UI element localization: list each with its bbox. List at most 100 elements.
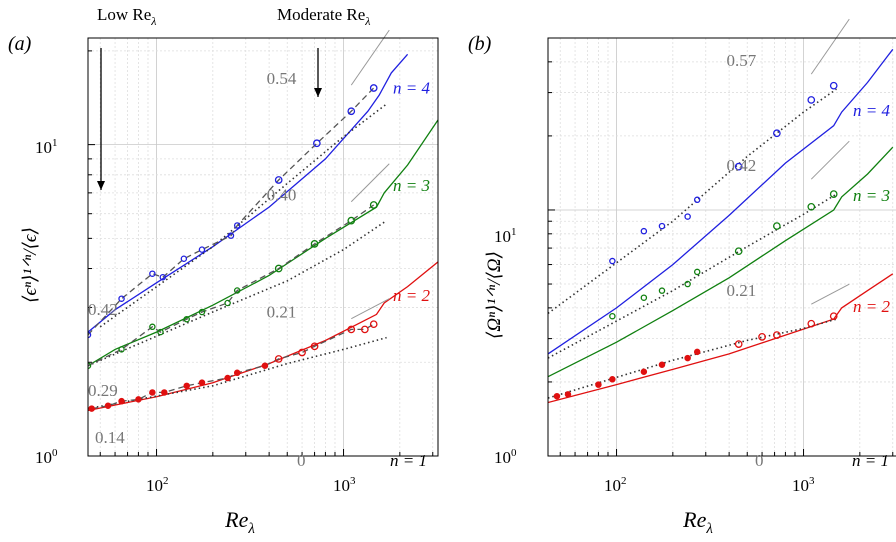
panel-b-series-n3-fit-label: 0.42 <box>727 156 757 175</box>
header-moderate: Moderate Reλ <box>277 5 370 28</box>
panel-b-series-n4-point <box>829 81 838 90</box>
panel-a-ytick-10: 101 <box>35 137 58 157</box>
panel-a-series-n4-point <box>118 295 125 302</box>
panel-a-series-n2-point <box>135 396 142 403</box>
panel-b-series-n4-fit-label: 0.57 <box>727 51 757 70</box>
panel-b-series-n4-point <box>640 227 648 235</box>
panel-a-series-n3-point <box>118 346 125 353</box>
panel-b-series-n3-point <box>640 294 648 301</box>
panel-a-series-n2-label: n = 2 <box>393 286 430 305</box>
panel-b-series-n4-point <box>807 96 816 104</box>
panel-a-ytick-1: 100 <box>35 447 58 467</box>
panel-b-series-n2-point <box>734 340 743 348</box>
panel-a-series-n3-fit <box>88 219 388 367</box>
panel-b: (b) 0.57n = 40.42n = 30.21n = 2 100 101 … <box>468 18 896 537</box>
panel-b-series-n3-point <box>693 268 701 276</box>
panel-b-series-n2-point <box>564 391 572 398</box>
panel-a-grid <box>88 38 438 457</box>
panel-b-label: (b) <box>468 33 492 55</box>
panel-b-xtick-1000: 103 <box>792 475 815 495</box>
panel-a-xtick-100: 102 <box>146 475 169 495</box>
panel-a-series-n4-fit-label: 0.54 <box>267 69 297 88</box>
panel-a-series-n2-fit-label: 0.21 <box>267 303 297 322</box>
panel-a-series-n2-point <box>118 397 125 405</box>
panel-b-n1-label: n = 1 <box>852 451 889 470</box>
panel-b-plot-area <box>548 48 894 404</box>
panel-b-series-n3-point <box>658 287 666 294</box>
panel-a-series-n4-point <box>369 84 378 92</box>
panel-b-series-n3-label: n = 3 <box>853 186 890 205</box>
panel-a-frame <box>87 37 439 457</box>
panel-a-fit-label-029: 0.29 <box>88 381 118 400</box>
panel-a-series-n3-point <box>198 308 206 316</box>
panel-a-series-n3-point <box>183 315 190 323</box>
panel-b-series-n2-point <box>609 376 616 383</box>
panel-a-series-n4-slope-ref <box>350 29 390 86</box>
panel-a-series-n3-point <box>310 240 319 248</box>
panel-b-series-n2-point <box>773 331 781 339</box>
panel-a-label: (a) <box>8 33 32 55</box>
panel-a-series-n2-point <box>360 325 369 334</box>
panel-a-arrowhead-low <box>97 181 105 190</box>
panel-a-series-n3-slope-ref <box>350 163 390 203</box>
panel-a-series-n4-label: n = 4 <box>393 78 430 97</box>
panel-a-series-n3-fit-label: 0.40 <box>267 186 297 205</box>
panel-b-series-n2-point <box>807 319 816 328</box>
panel-b-series-n4-label: n = 4 <box>853 101 890 120</box>
panel-a-series-n2-point <box>161 389 168 396</box>
panel-b-series-n2-line <box>548 273 894 404</box>
panel-a-series-n4-point <box>227 232 235 239</box>
panel-b-xtick-100: 102 <box>604 475 627 495</box>
panel-b-series-n4-line <box>548 48 894 355</box>
panel-a-series-n3-point <box>369 201 378 209</box>
panel-a-series-n4-point <box>274 176 283 184</box>
panel-a-series-n4-point <box>313 139 321 148</box>
panel-b-series-n2-point <box>684 354 691 362</box>
panel-a-series-n2-point <box>274 355 283 363</box>
panel-a-series-n4-point <box>347 107 356 116</box>
panel-a-xtick-1000: 103 <box>333 475 356 495</box>
panel-b-curves: 0.57 n = 4 0.42 n = 3 0.21 n = 2 <box>548 18 894 404</box>
panel-b-series-n3-fit <box>548 193 837 359</box>
panel-b-series-n3-line <box>548 146 894 378</box>
panel-b-series-n2-point <box>758 332 766 341</box>
panel-a-series-n2-point <box>298 348 306 357</box>
panel-a-series-n2-point <box>261 362 269 369</box>
panel-b-series-n4-point <box>773 129 781 138</box>
panel-b-series-n3-point <box>829 190 838 198</box>
panel-b-series-n4-point <box>609 257 616 265</box>
panel-a-curves: 0.54 n = 4 0.40 n = 3 0.21 n = 2 <box>88 29 438 412</box>
panel-a-series-n2-point <box>369 320 378 329</box>
panel-a-series-n3-label: n = 3 <box>393 176 430 195</box>
panel-a-series-n2-point <box>88 405 95 412</box>
panel-b-series-n2-point <box>658 361 666 368</box>
panel-a-series-n2-point <box>347 325 356 334</box>
panel-a-series-n4-point <box>149 270 156 277</box>
panel-a-series-n4-dashed <box>88 87 375 336</box>
panel-a-zero-label: 0 <box>297 451 306 470</box>
panel-b-series-n3-slope-ref <box>810 140 850 180</box>
panel-a-ylabel: ⟨ϵⁿ⟩¹ᐟⁿ/⟨ϵ⟩ <box>20 227 41 303</box>
panel-b-series-n4-point <box>693 196 701 204</box>
panel-a-series-n3-point <box>274 264 283 273</box>
panel-a-fit-label-042: 0.42 <box>88 300 118 319</box>
panel-a-series-n3-line <box>88 119 438 367</box>
panel-b-series-n4-point <box>684 213 691 220</box>
panel-a-arrowhead-moderate <box>314 88 322 97</box>
panel-b-series-n3-point <box>734 247 743 256</box>
panel-a: (a) Low Reλ Moderate Reλ 0.54 n = 4 0.40 n … <box>8 5 439 537</box>
panel-b-ytick-1: 100 <box>494 447 517 467</box>
panel-b-series-n4-point <box>734 162 743 171</box>
panel-b-series-n3-point <box>773 222 781 230</box>
panel-a-series-n3-point <box>224 299 231 307</box>
panel-b-series-n2-label: n = 2 <box>853 297 890 316</box>
panel-b-ylabel: ⟨Ωⁿ⟩¹ᐟⁿ/⟨Ω⟩ <box>484 251 505 339</box>
panel-a-series-n3-dashed <box>88 204 375 367</box>
panel-b-series-n4-fit <box>548 88 837 315</box>
panel-a-series-n2-point <box>224 374 231 382</box>
panel-a-fit-label-014: 0.14 <box>95 428 125 447</box>
header-low: Low Reλ <box>97 5 157 28</box>
panel-b-series-n3-point <box>684 280 691 288</box>
panel-b-series-n2-point <box>553 392 561 400</box>
